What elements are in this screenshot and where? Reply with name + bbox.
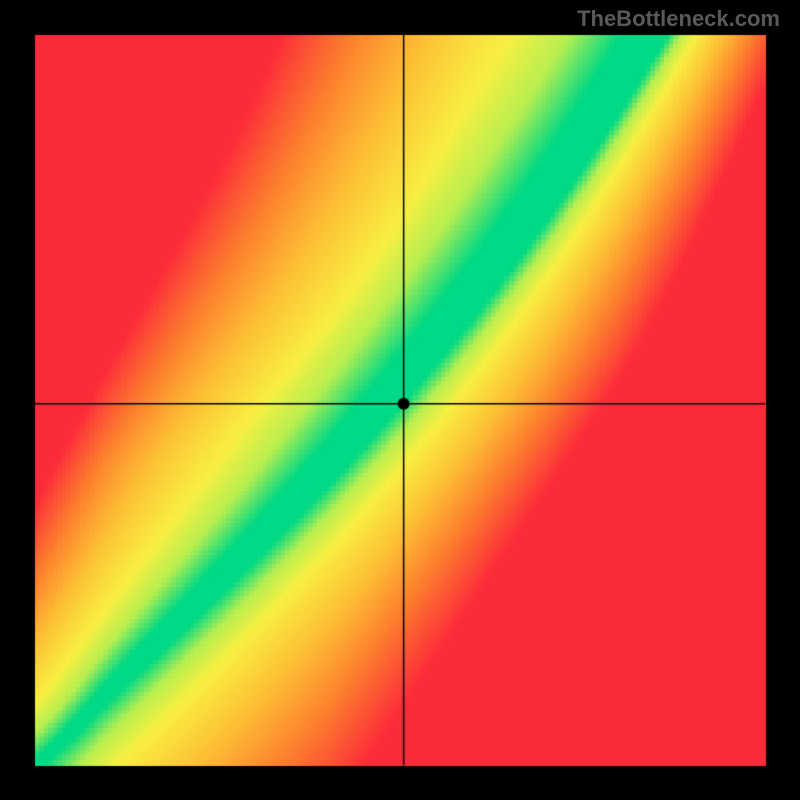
chart-container: TheBottleneck.com xyxy=(0,0,800,800)
watermark-label: TheBottleneck.com xyxy=(577,6,780,32)
bottleneck-heatmap xyxy=(0,0,800,800)
